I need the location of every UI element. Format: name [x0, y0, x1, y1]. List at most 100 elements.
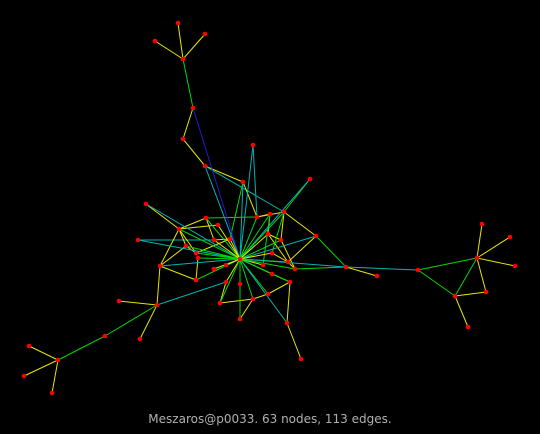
graph-node	[287, 279, 293, 285]
graph-edge	[239, 258, 347, 268]
graph-node	[265, 291, 271, 297]
graph-edge	[178, 228, 197, 254]
graph-node	[269, 271, 275, 277]
graph-edge	[239, 239, 282, 260]
graph-edge	[417, 257, 478, 271]
graph-edge	[139, 304, 158, 340]
graph-edge	[417, 269, 456, 297]
graph-node	[180, 56, 186, 62]
graph-node	[135, 237, 141, 243]
graph-node	[137, 336, 143, 342]
graph-edge	[28, 345, 59, 361]
graph-node	[267, 211, 273, 217]
graph-node	[26, 343, 32, 349]
graph-nodes	[21, 20, 518, 396]
graph-node	[292, 266, 298, 272]
graph-edge	[294, 266, 347, 270]
graph-node	[215, 222, 221, 228]
graph-edge	[280, 239, 296, 270]
graph-node	[183, 243, 189, 249]
graph-edge	[239, 298, 254, 320]
graph-edge	[178, 228, 241, 260]
graph-node	[175, 20, 181, 26]
graph-node	[507, 234, 513, 240]
graph-node	[512, 263, 518, 269]
graph-edge	[225, 258, 241, 266]
graph-edge	[271, 252, 289, 263]
graph-edges	[23, 22, 516, 394]
graph-edge	[185, 245, 241, 260]
graph-edge	[239, 181, 244, 260]
graph-node	[465, 324, 471, 330]
graph-edge	[271, 211, 285, 254]
graph-edge	[454, 295, 469, 328]
graph-node	[195, 255, 201, 261]
graph-edge	[262, 213, 271, 266]
graph-edge	[182, 58, 194, 109]
graph-node	[223, 262, 229, 268]
graph-node	[180, 136, 186, 142]
graph-node	[415, 267, 421, 273]
graph-edge	[239, 252, 273, 260]
graph-edge	[159, 228, 180, 267]
graph-node	[265, 231, 271, 237]
graph-edge	[177, 22, 184, 60]
graph-edge	[239, 258, 288, 324]
graph-edge	[239, 235, 317, 260]
graph-edge	[182, 33, 206, 60]
graph-edge	[239, 258, 254, 300]
graph-node	[49, 390, 55, 396]
graph-edge	[239, 233, 269, 260]
graph-edge	[104, 304, 158, 337]
graph-edge	[217, 224, 241, 260]
graph-node	[281, 209, 287, 215]
graph-edge	[205, 216, 258, 219]
graph-edge	[267, 233, 282, 241]
graph-node	[190, 105, 196, 111]
graph-edge	[345, 266, 378, 277]
graph-edge	[286, 281, 291, 324]
graph-edge	[239, 258, 296, 270]
graph-edge	[345, 266, 419, 271]
graph-node	[313, 233, 319, 239]
graph-edge	[137, 239, 241, 260]
graph-node	[176, 226, 182, 232]
graph-node	[260, 262, 266, 268]
graph-edge	[280, 211, 285, 241]
graph-edge	[23, 359, 59, 377]
graph-edge	[156, 265, 161, 306]
graph-node	[284, 320, 290, 326]
graph-edge	[159, 258, 241, 267]
graph-edge	[454, 257, 478, 297]
graph-edge	[476, 257, 516, 267]
graph-node	[237, 316, 243, 322]
graph-edge	[315, 235, 347, 268]
graph-node	[227, 236, 233, 242]
graph-edge	[204, 165, 241, 260]
graph-edge	[118, 300, 158, 306]
graph-edge	[145, 203, 180, 230]
graph-node	[223, 279, 229, 285]
graph-edge	[476, 257, 487, 293]
graph-edge	[286, 322, 302, 360]
graph-node	[237, 256, 243, 262]
graph-edge	[204, 165, 244, 183]
graph-node	[102, 333, 108, 339]
graph-edge	[57, 335, 106, 361]
graph-edge	[229, 181, 244, 240]
graph-node	[152, 38, 158, 44]
graph-node	[193, 250, 199, 256]
graph-node	[298, 356, 304, 362]
graph-edge	[239, 258, 291, 283]
graph-node	[307, 176, 313, 182]
graph-edge	[252, 293, 269, 300]
graph-edge	[252, 144, 258, 218]
graph-edge	[239, 211, 285, 260]
graph-node	[154, 302, 160, 308]
graph-edge	[195, 252, 241, 260]
graph-edge	[239, 216, 258, 260]
graph-edge	[239, 178, 311, 260]
graph-edge	[219, 258, 241, 304]
graph-node	[254, 214, 260, 220]
